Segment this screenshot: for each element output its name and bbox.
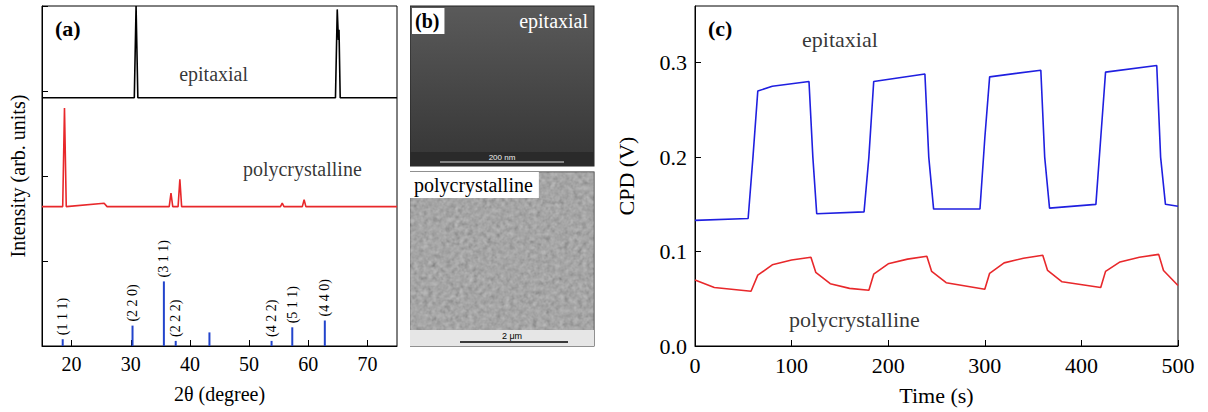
svg-text:Time (s): Time (s) — [899, 383, 973, 408]
svg-text:50: 50 — [239, 353, 259, 375]
svg-text:40: 40 — [180, 353, 200, 375]
svg-text:20: 20 — [62, 353, 82, 375]
svg-text:2θ (degree): 2θ (degree) — [174, 383, 265, 406]
svg-text:0.0: 0.0 — [660, 334, 688, 359]
svg-text:60: 60 — [298, 353, 318, 375]
svg-text:(c): (c) — [708, 16, 732, 41]
svg-text:100: 100 — [775, 353, 808, 378]
svg-text:2 μm: 2 μm — [502, 331, 522, 341]
svg-text:200: 200 — [872, 353, 905, 378]
svg-text:CPD (V): CPD (V) — [614, 137, 639, 216]
svg-text:200 nm: 200 nm — [489, 153, 516, 162]
svg-text:(4 2 2): (4 2 2) — [264, 299, 280, 337]
svg-text:0.1: 0.1 — [660, 239, 688, 264]
svg-text:(2 2 0): (2 2 0) — [125, 284, 141, 322]
svg-text:(5 1 1): (5 1 1) — [285, 286, 301, 324]
svg-text:(3 1 1): (3 1 1) — [156, 240, 172, 278]
svg-text:400: 400 — [1065, 353, 1098, 378]
svg-text:(4 4 0): (4 4 0) — [317, 279, 333, 317]
svg-text:0.3: 0.3 — [660, 50, 688, 75]
svg-text:epitaxial: epitaxial — [179, 63, 248, 86]
svg-text:500: 500 — [1162, 353, 1195, 378]
svg-text:epitaxial: epitaxial — [519, 10, 588, 33]
svg-text:70: 70 — [357, 353, 377, 375]
svg-text:polycrystalline: polycrystalline — [789, 307, 920, 332]
svg-text:0.2: 0.2 — [660, 145, 688, 170]
svg-text:epitaxial: epitaxial — [802, 27, 878, 52]
svg-text:0: 0 — [690, 353, 701, 378]
svg-text:polycrystalline: polycrystalline — [414, 174, 533, 197]
svg-text:300: 300 — [968, 353, 1001, 378]
svg-text:(2 2 2): (2 2 2) — [168, 299, 184, 337]
svg-text:polycrystalline: polycrystalline — [243, 158, 362, 181]
svg-text:30: 30 — [121, 353, 141, 375]
svg-text:(1 1 1): (1 1 1) — [55, 298, 71, 336]
svg-text:Intensity (arb. units): Intensity (arb. units) — [7, 95, 30, 258]
svg-text:(a): (a) — [55, 16, 81, 41]
svg-text:(b): (b) — [415, 10, 439, 33]
